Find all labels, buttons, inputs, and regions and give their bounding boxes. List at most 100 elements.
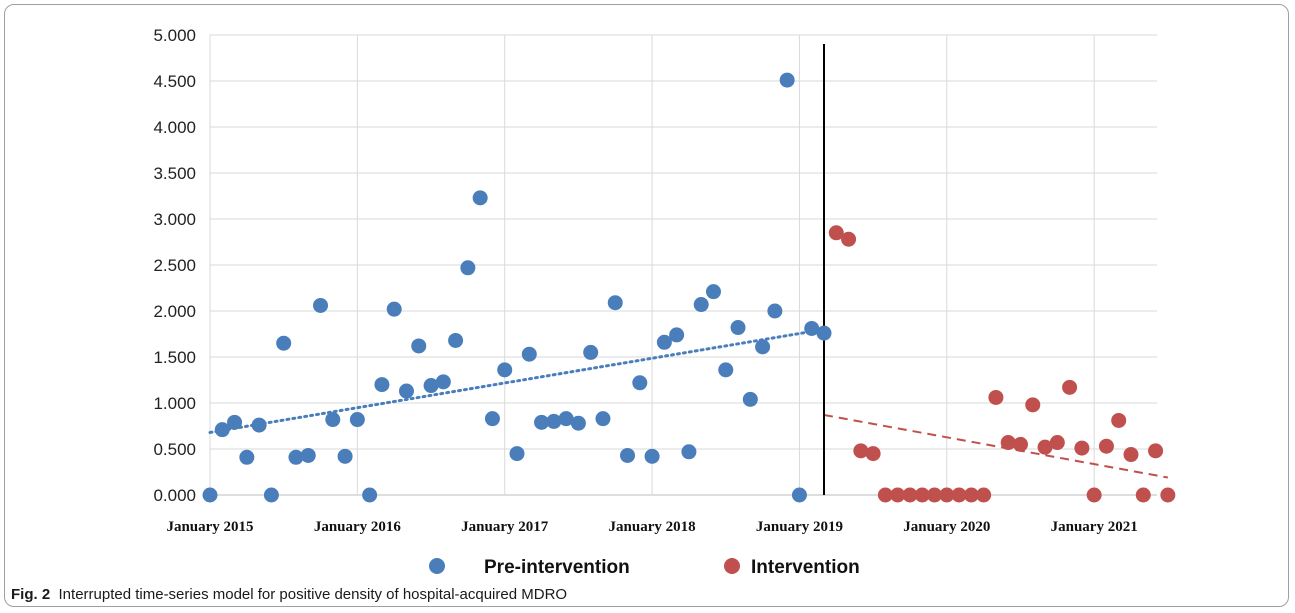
pre-intervention-point [644,448,660,464]
pre-intervention-point [718,362,734,378]
pre-intervention-point [509,446,525,462]
figure-caption: Fig. 2 Interrupted time-series model for… [11,586,567,603]
pre-intervention-point [730,320,746,336]
intervention-point [1074,440,1090,456]
y-tick-label: 0.000 [153,486,196,505]
intervention-point [890,487,906,503]
intervention-point [841,231,857,247]
chart-legend: Pre-intervention Intervention [429,557,860,578]
intervention-point [1086,487,1102,503]
y-tick-label: 4.000 [153,118,196,137]
pre-intervention-point [804,320,820,336]
pre-intervention-point [251,417,267,433]
y-tick-label: 4.500 [153,72,196,91]
intervention-point [902,487,918,503]
y-tick-label: 1.500 [153,348,196,367]
pre-intervention-point [534,414,550,430]
intervention-point [1111,412,1127,428]
intervention-point [865,446,881,462]
pre-intervention-point [423,378,439,394]
legend-label-pre-intervention: Pre-intervention [484,557,630,578]
intervention-point [877,487,893,503]
pre-intervention-point [546,413,562,429]
pre-intervention-point [816,325,832,341]
intervention-point [1012,436,1028,452]
pre-intervention-point [607,295,623,311]
x-tick-label: January 2015 [166,519,253,535]
pre-intervention-point [570,415,586,431]
pre-intervention-point [239,449,255,465]
x-tick-label: January 2017 [461,519,549,535]
pre-intervention-point [337,448,353,464]
intervention-point [951,487,967,503]
caption-text: Interrupted time-series model for positi… [58,586,568,603]
figure-frame [4,4,1289,607]
intervention-trend-line [823,413,1169,479]
intervention-point [1037,439,1053,455]
pre-intervention-point [300,447,316,463]
pre-intervention-point [263,487,279,503]
legend-label-intervention: Intervention [751,557,860,578]
pre-intervention-point [779,72,795,88]
pre-intervention-point [656,334,672,350]
intervention-point [1135,487,1151,503]
pre-intervention-point [632,375,648,391]
pre-intervention-point [288,449,304,465]
y-axis-tick-labels: 0.000 0.500 1.000 1.500 2.000 2.500 3.000 3.500… [153,26,196,505]
pre-intervention-point [386,301,402,317]
intervention-point [1049,435,1065,451]
intervention-point [1160,487,1176,503]
trend-lines [208,327,1169,479]
y-tick-label: 1.000 [153,394,196,413]
pre-intervention-point [497,362,513,378]
legend-marker-intervention [724,558,740,574]
caption-label: Fig. 2 [11,586,51,603]
pre-intervention-point [472,190,488,206]
pre-intervention-point [227,414,243,430]
y-tick-label: 0.500 [153,440,196,459]
pre-intervention-point [214,422,230,438]
pre-intervention-point [460,260,476,276]
pre-intervention-point [681,444,697,460]
intervention-point [914,487,930,503]
pre-intervention-point [595,411,611,427]
pre-intervention-point [362,487,378,503]
x-axis-tick-labels: January 2015 January 2016 January 2017 Janu… [166,519,1137,535]
y-tick-label: 5.000 [153,26,196,45]
intervention-point [963,487,979,503]
pre-intervention-point [349,412,365,428]
intervention-point [1123,447,1139,463]
pre-intervention-point [398,383,414,399]
pre-intervention-point [705,284,721,300]
pre-intervention-point [411,338,427,354]
chart-grid [209,34,1157,496]
pre-intervention-point [742,391,758,407]
y-tick-label: 2.000 [153,302,196,321]
intervention-point [976,487,992,503]
intervention-point [853,443,869,459]
intervention-point [1000,435,1016,451]
pre-intervention-point [448,332,464,348]
pre-intervention-point [325,412,341,428]
intervention-point [1148,443,1164,459]
pre-intervention-trend-line [208,327,826,434]
intervention-point [939,487,955,503]
x-tick-label: January 2019 [756,519,843,535]
interrupted-time-series-chart: 0.000 0.500 1.000 1.500 2.000 2.500 3.000 3.500… [153,26,1176,578]
intervention-point [1062,379,1078,395]
pre-intervention-point [484,411,500,427]
data-points [202,72,1176,503]
intervention-point [1025,397,1041,413]
pre-intervention-point [583,344,599,360]
pre-intervention-point [313,297,329,313]
pre-intervention-point [620,447,636,463]
x-tick-label: January 2016 [314,519,402,535]
pre-intervention-point [558,411,574,427]
pre-intervention-point [791,487,807,503]
pre-intervention-point [755,339,771,355]
intervention-point [927,487,943,503]
pre-intervention-point [435,374,451,390]
pre-intervention-point [202,487,218,503]
x-tick-label: January 2021 [1051,519,1138,535]
intervention-point [988,389,1004,405]
